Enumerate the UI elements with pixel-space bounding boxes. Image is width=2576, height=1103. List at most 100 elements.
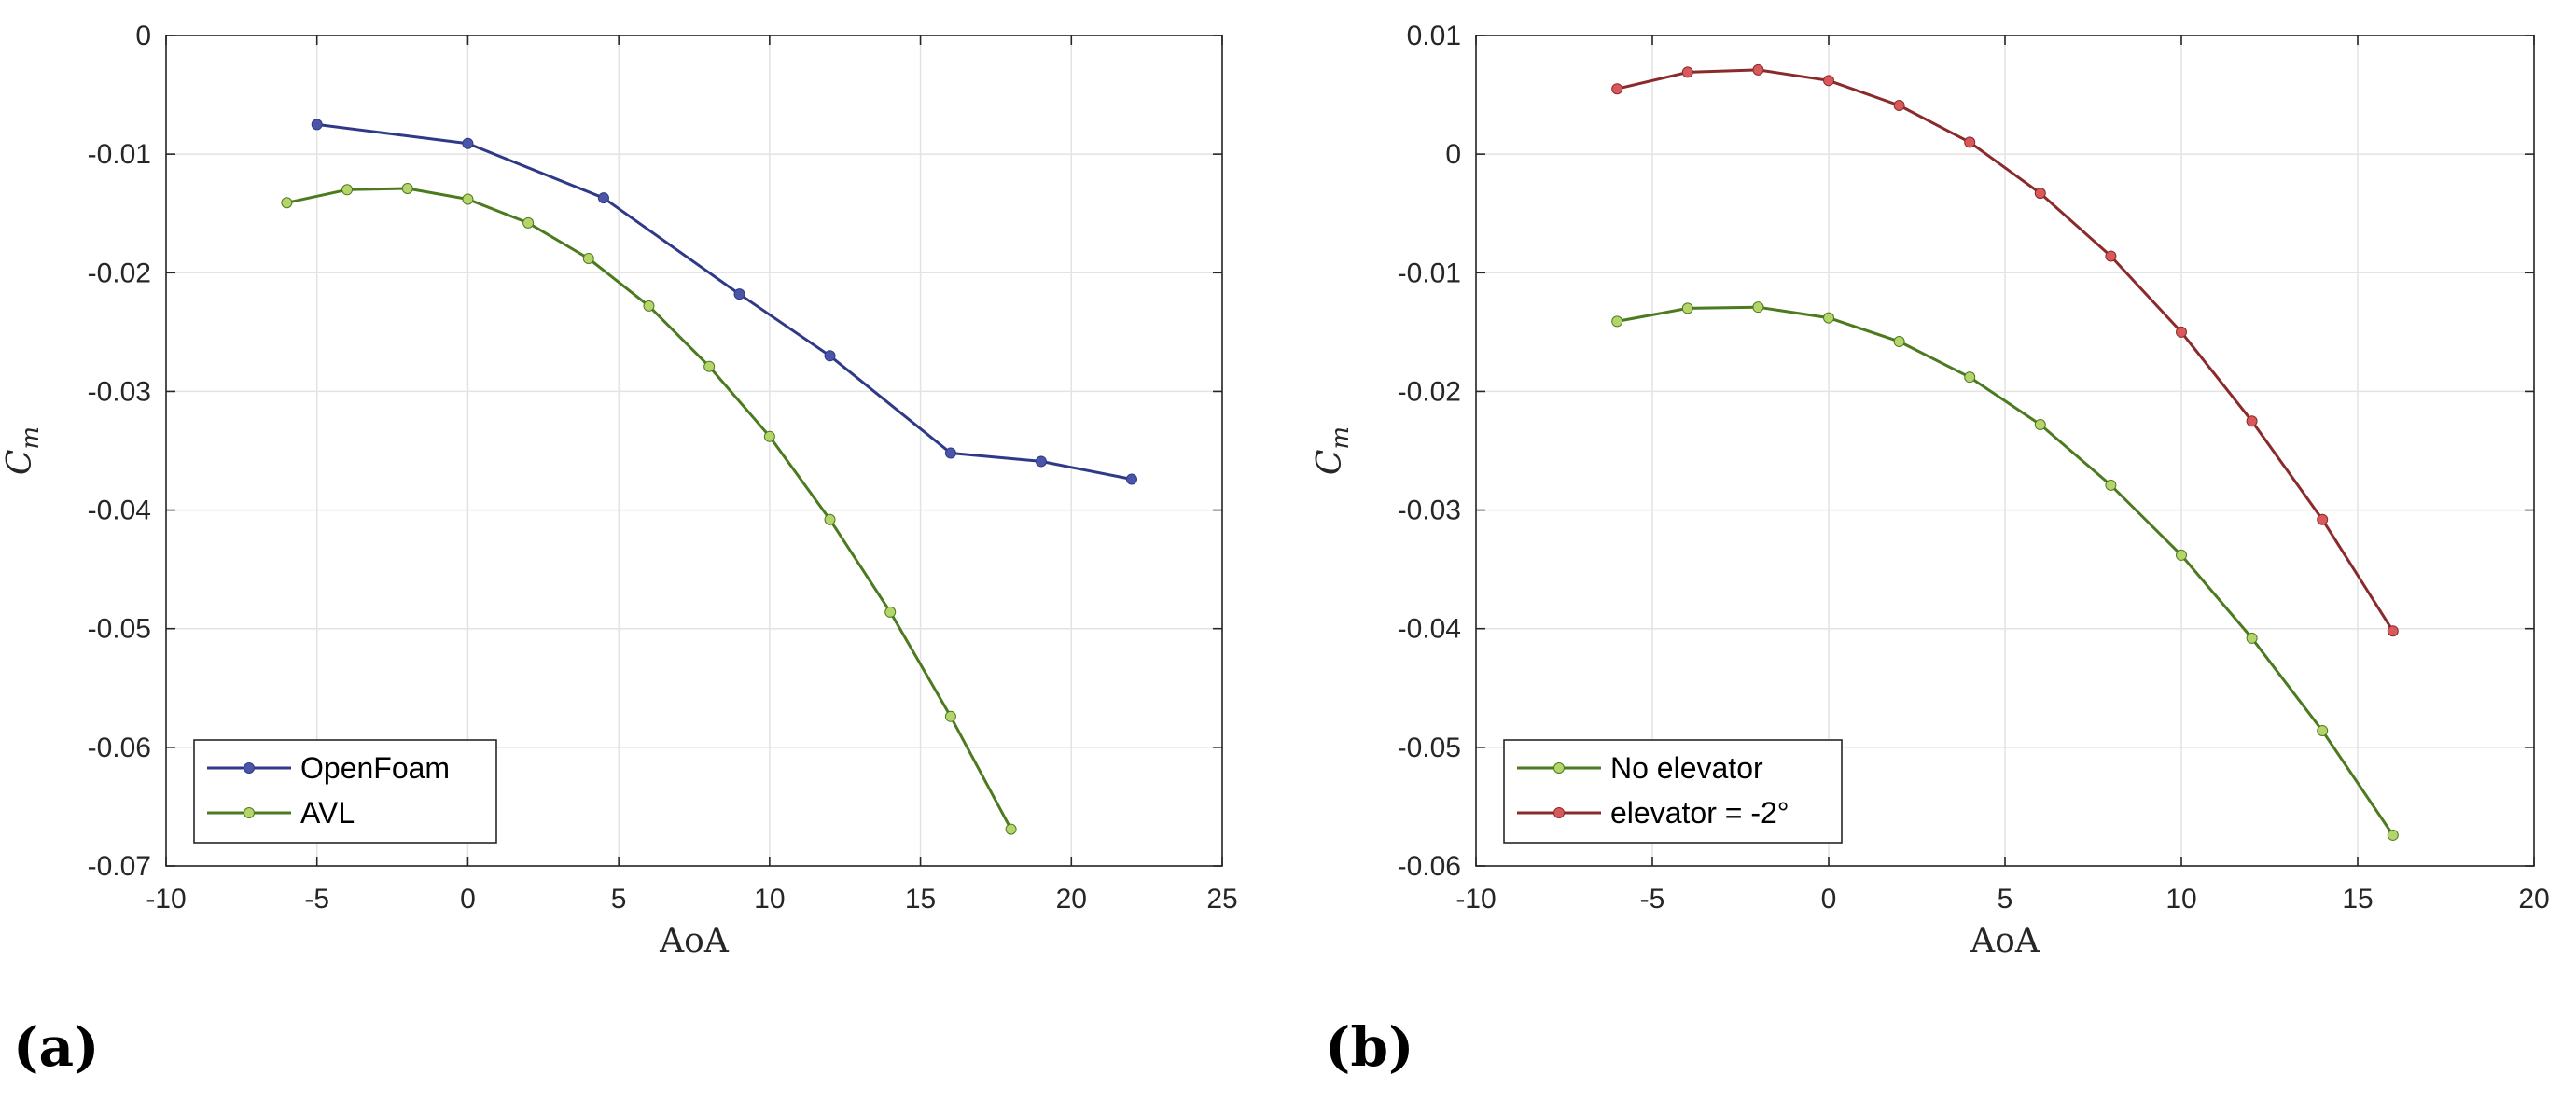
legend-swatch-marker [1553, 807, 1565, 818]
legend-swatch-marker [244, 807, 255, 818]
data-point [582, 253, 594, 265]
x-tick-label: 10 [2165, 884, 2196, 915]
y-tick-label: -0.02 [88, 258, 151, 288]
legend-swatch-marker [244, 762, 255, 774]
y-tick-label: -0.03 [88, 376, 151, 407]
legend-label: No elevator [1610, 751, 1763, 785]
x-tick-label: 0 [1821, 884, 1837, 915]
legend-label: elevator = -2° [1610, 796, 1789, 830]
y-tick-label: -0.07 [88, 851, 151, 882]
data-point [1752, 63, 1764, 76]
x-tick-label: 5 [611, 884, 627, 915]
y-tick-label: -0.04 [88, 496, 151, 526]
y-tick-label: -0.06 [1398, 851, 1461, 882]
x-tick-label: -5 [1640, 884, 1665, 915]
data-point [733, 288, 745, 300]
data-point [1681, 66, 1693, 78]
chart-panel-b: -10 -5 0 5 10 15 20 0.01 0 -0.01 -0.02 -0.03 -0.04 -0… [1311, 21, 2550, 1079]
x-tick-label: 5 [1998, 884, 2013, 915]
y-axis-label-main: C [1311, 450, 1349, 476]
series-line [1616, 68, 2395, 633]
data-point [643, 300, 655, 312]
data-point [703, 360, 716, 372]
y-tick-label: -0.01 [88, 139, 151, 170]
data-point [401, 183, 413, 195]
y-axis-label: Cm [1311, 426, 1355, 475]
data-point [462, 137, 474, 149]
x-tick-label: 0 [460, 884, 476, 915]
data-point [944, 710, 956, 722]
series-line [316, 122, 1133, 481]
axes-box [165, 35, 1223, 867]
y-tick-label: 0.01 [1407, 21, 1461, 51]
y-tick-label: 0 [1445, 139, 1461, 170]
plot-area [166, 35, 1222, 866]
x-axis-label: AoA [1970, 922, 2040, 960]
x-tick-label: 25 [1206, 884, 1237, 915]
x-tick-label: -5 [304, 884, 329, 915]
data-point [2317, 725, 2329, 737]
x-axis-label: AoA [659, 922, 730, 960]
x-tick-label: 20 [1056, 884, 1087, 915]
data-point [1611, 315, 1623, 328]
series-no-elevator [1611, 301, 2399, 841]
data-point [2176, 549, 2187, 561]
legend: No elevator elevator = -2° [1503, 739, 1843, 844]
data-point [597, 192, 609, 204]
data-point [281, 197, 293, 209]
data-point [2246, 415, 2258, 427]
y-axis-label-main: C [1, 450, 39, 476]
x-tick-label: 10 [754, 884, 785, 915]
data-point [2387, 829, 2399, 841]
data-point [2034, 188, 2046, 200]
x-tick-label: 15 [905, 884, 936, 915]
x-tick-label: 15 [2342, 884, 2373, 915]
data-point [2105, 479, 2117, 491]
data-point [944, 447, 956, 459]
data-point [2034, 419, 2046, 431]
y-tick-label: -0.04 [1398, 614, 1461, 645]
panel-label: (a) [13, 1015, 99, 1079]
y-tick-label: -0.05 [88, 614, 151, 645]
data-point [311, 119, 323, 131]
data-point [462, 193, 474, 205]
y-axis-label-subscript: m [17, 426, 45, 450]
y-tick-label: -0.06 [88, 733, 151, 763]
data-point [1823, 75, 1834, 87]
data-point [824, 513, 836, 525]
y-tick-label: -0.02 [1398, 376, 1461, 407]
panel-label: (b) [1325, 1015, 1413, 1079]
data-point [1035, 455, 1047, 468]
legend-box [1503, 739, 1843, 844]
x-tick-label: -10 [146, 884, 186, 915]
legend-swatch-marker [1553, 762, 1565, 774]
data-point [1964, 371, 1976, 384]
data-point [763, 430, 775, 442]
series-line [1616, 305, 2395, 836]
y-tick-label: -0.01 [1398, 258, 1461, 288]
data-point [1964, 136, 1976, 148]
legend-label: AVL [300, 796, 355, 830]
data-point [884, 606, 897, 618]
data-point [2317, 513, 2329, 525]
data-point [2176, 326, 2187, 338]
y-tick-label: -0.03 [1398, 496, 1461, 526]
data-point [1005, 823, 1017, 835]
data-point [341, 184, 354, 196]
data-point [522, 216, 535, 229]
data-point [1611, 83, 1623, 95]
data-point [824, 350, 836, 362]
y-tick-label: 0 [135, 21, 151, 51]
y-axis-label-subscript: m [1327, 426, 1355, 450]
chart-panel-a: -10 -5 0 5 10 15 20 25 0 -0.01 -0.02 -0.03 -0.04 -0.0… [1, 21, 1238, 1079]
x-tick-label: -10 [1455, 884, 1496, 915]
legend-label: OpenFoam [300, 751, 450, 785]
data-point [1893, 100, 1905, 112]
y-tick-label: -0.05 [1398, 733, 1461, 763]
legend-box [193, 739, 497, 844]
data-point [2246, 632, 2258, 644]
data-point [1681, 302, 1693, 314]
x-tick-label: 20 [2518, 884, 2549, 915]
y-axis-label: Cm [1, 426, 45, 475]
